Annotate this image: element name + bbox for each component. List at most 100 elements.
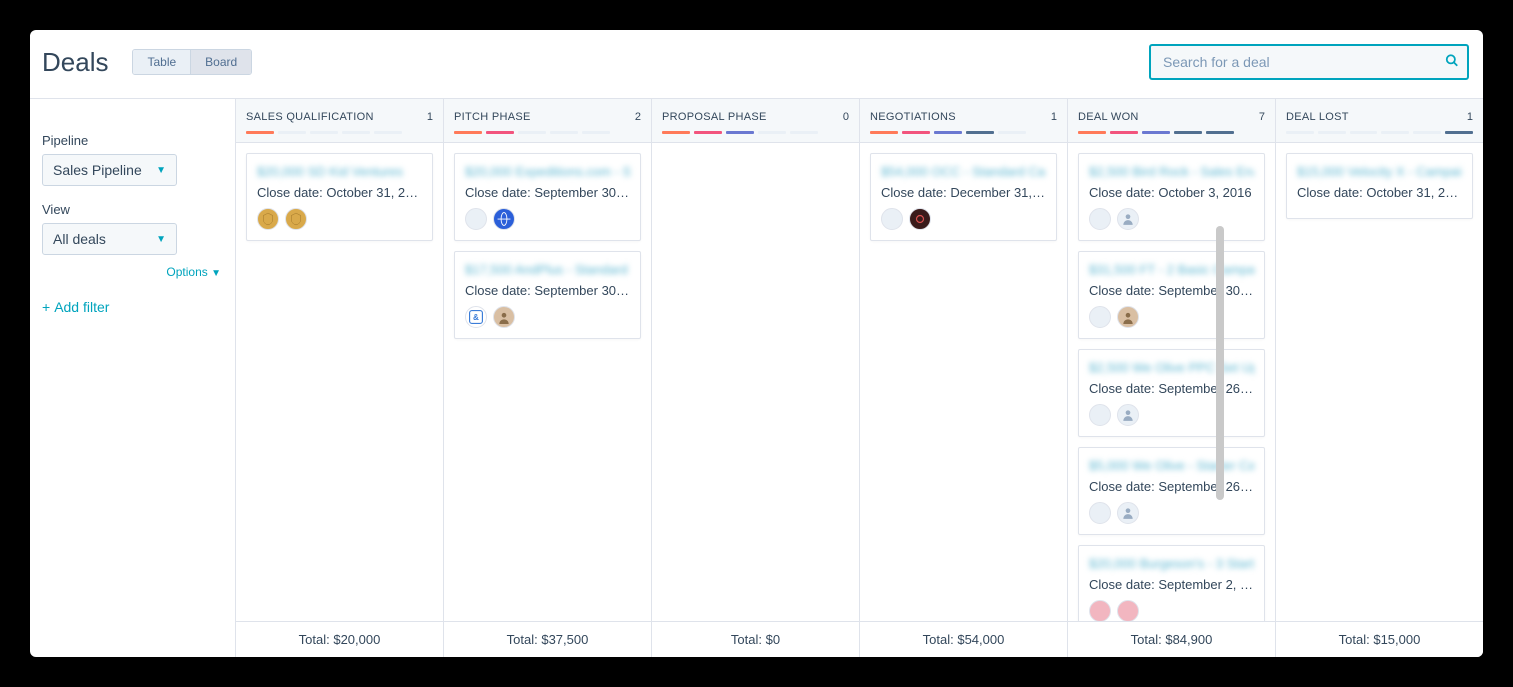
avatar[interactable]	[1089, 502, 1111, 524]
avatar[interactable]	[493, 208, 515, 230]
column-body[interactable]	[652, 143, 860, 621]
column-total: Total: $54,000	[860, 622, 1068, 657]
phase-indicator	[1078, 131, 1265, 134]
column-count: 1	[427, 111, 433, 123]
avatar[interactable]	[1089, 600, 1111, 621]
deal-card[interactable]: $20,000 Expeditions.com - Stan…Close dat…	[454, 153, 641, 241]
column-header: DEAL WON 7	[1068, 99, 1276, 142]
deal-card[interactable]: $31,500 FT - 2 Basic Campai… Close date: …	[1078, 251, 1265, 339]
deal-close-date: Close date: September 26, 20…	[1089, 479, 1254, 494]
avatar-group	[1089, 404, 1254, 426]
column-name: PITCH PHASE	[454, 111, 531, 123]
deal-card[interactable]: $15,000 Velocity X - CampaignClose date:…	[1286, 153, 1473, 219]
column-name: PROPOSAL PHASE	[662, 111, 767, 123]
avatar[interactable]	[493, 306, 515, 328]
deal-close-date: Close date: October 31, 2016	[1297, 185, 1462, 200]
table-view-button[interactable]: Table	[133, 50, 190, 74]
options-link[interactable]: Options ▼	[42, 265, 223, 279]
search-input[interactable]	[1149, 44, 1469, 80]
avatar[interactable]	[285, 208, 307, 230]
column-body[interactable]: $2,500 Bird Rock - Sales Enab… Close date…	[1068, 143, 1276, 621]
avatar-group: &	[465, 306, 630, 328]
phase-indicator	[1286, 131, 1473, 134]
deal-title: $31,500 FT - 2 Basic Campai…	[1089, 262, 1254, 277]
deal-title: $2,500 We Olive PPC Set Up	[1089, 360, 1254, 375]
avatar[interactable]	[465, 208, 487, 230]
view-select[interactable]: All deals ▼	[42, 223, 177, 255]
column-name: SALES QUALIFICATION	[246, 111, 374, 123]
avatar[interactable]	[1089, 404, 1111, 426]
view-toggle: Table Board	[132, 49, 252, 75]
deal-card[interactable]: $20,000 Burgeson's - 3 Starte…Close date…	[1078, 545, 1265, 621]
avatar-group	[1089, 600, 1254, 621]
deal-close-date: Close date: December 31, 2016	[881, 185, 1046, 200]
column-count: 2	[635, 111, 641, 123]
deal-card[interactable]: $20,000 SD Kid VenturesClose date: Octob…	[246, 153, 433, 241]
deal-close-date: Close date: September 30, 2016	[465, 185, 630, 200]
column-total: Total: $84,900	[1068, 622, 1276, 657]
avatar[interactable]	[881, 208, 903, 230]
avatar[interactable]	[1117, 600, 1139, 621]
phase-indicator	[870, 131, 1057, 134]
avatar[interactable]	[1117, 502, 1139, 524]
column-name: DEAL LOST	[1286, 111, 1349, 123]
avatar[interactable]	[1089, 306, 1111, 328]
page-header: Deals Table Board	[30, 30, 1483, 99]
column-name: DEAL WON	[1078, 111, 1139, 123]
chevron-down-icon: ▼	[211, 268, 221, 279]
column-body[interactable]: $15,000 Velocity X - CampaignClose date:…	[1276, 143, 1483, 621]
column-total: Total: $20,000	[236, 622, 444, 657]
column-total: Total: $15,000	[1276, 622, 1483, 657]
avatar[interactable]	[1117, 306, 1139, 328]
search-wrap	[1149, 44, 1469, 80]
deal-close-date: Close date: September 2, 2016	[1089, 577, 1254, 592]
add-filter-button[interactable]: + Add filter	[42, 299, 109, 315]
phase-indicator	[246, 131, 433, 134]
column-header: PROPOSAL PHASE 0	[652, 99, 860, 142]
scrollbar-thumb[interactable]	[1216, 226, 1224, 500]
avatar-group	[465, 208, 630, 230]
deal-title: $2,500 Bird Rock - Sales Enab…	[1089, 164, 1254, 179]
deal-title: $5,000 We Olive - Starter Ca…	[1089, 458, 1254, 473]
column-count: 1	[1051, 111, 1057, 123]
deal-title: $17,500 AndPlus - Standard Ca…	[465, 262, 630, 277]
column-total: Total: $37,500	[444, 622, 652, 657]
column-count: 1	[1467, 111, 1473, 123]
columns-header: SALES QUALIFICATION 1 PITCH PHASE 2 PROPOSAL…	[236, 99, 1483, 143]
avatar[interactable]	[1117, 404, 1139, 426]
column-header: PITCH PHASE 2	[444, 99, 652, 142]
avatar[interactable]	[1117, 208, 1139, 230]
pipeline-label: Pipeline	[42, 133, 223, 148]
phase-indicator	[662, 131, 849, 134]
column-body[interactable]: $54,000 OCC - Standard Campa… Close date:…	[860, 143, 1068, 621]
column-body[interactable]: $20,000 Expeditions.com - Stan…Close dat…	[444, 143, 652, 621]
deal-title: $54,000 OCC - Standard Campa…	[881, 164, 1046, 179]
app-frame: Deals Table Board Pipeline Sales Pipelin…	[30, 30, 1483, 657]
avatar-group	[881, 208, 1046, 230]
deal-card[interactable]: $5,000 We Olive - Starter Ca… Close date:…	[1078, 447, 1265, 535]
avatar[interactable]	[1089, 208, 1111, 230]
pipeline-value: Sales Pipeline	[53, 162, 142, 178]
body: Pipeline Sales Pipeline ▼ View All deals…	[30, 99, 1483, 657]
avatar[interactable]	[909, 208, 931, 230]
board-view-button[interactable]: Board	[190, 50, 251, 74]
avatar-group	[1089, 208, 1254, 230]
avatar[interactable]: &	[465, 306, 487, 328]
deal-close-date: Close date: September 30, 2016	[465, 283, 630, 298]
pipeline-select[interactable]: Sales Pipeline ▼	[42, 154, 177, 186]
avatar-group	[1089, 502, 1254, 524]
column-count: 7	[1259, 111, 1265, 123]
column-count: 0	[843, 111, 849, 123]
svg-text:&: &	[473, 313, 479, 322]
deal-card[interactable]: $2,500 We Olive PPC Set Up Close date: Se…	[1078, 349, 1265, 437]
deal-card[interactable]: $2,500 Bird Rock - Sales Enab…Close date…	[1078, 153, 1265, 241]
column-body[interactable]: $20,000 SD Kid VenturesClose date: Octob…	[236, 143, 444, 621]
avatar[interactable]	[257, 208, 279, 230]
deal-card[interactable]: $54,000 OCC - Standard Campa… Close date:…	[870, 153, 1057, 241]
deal-card[interactable]: $17,500 AndPlus - Standard Ca… Close date…	[454, 251, 641, 339]
deal-close-date: Close date: September 26, 20…	[1089, 381, 1254, 396]
view-value: All deals	[53, 231, 106, 247]
plus-icon: +	[42, 299, 50, 315]
search-icon[interactable]	[1445, 54, 1459, 71]
deal-close-date: Close date: September 30, 20…	[1089, 283, 1254, 298]
